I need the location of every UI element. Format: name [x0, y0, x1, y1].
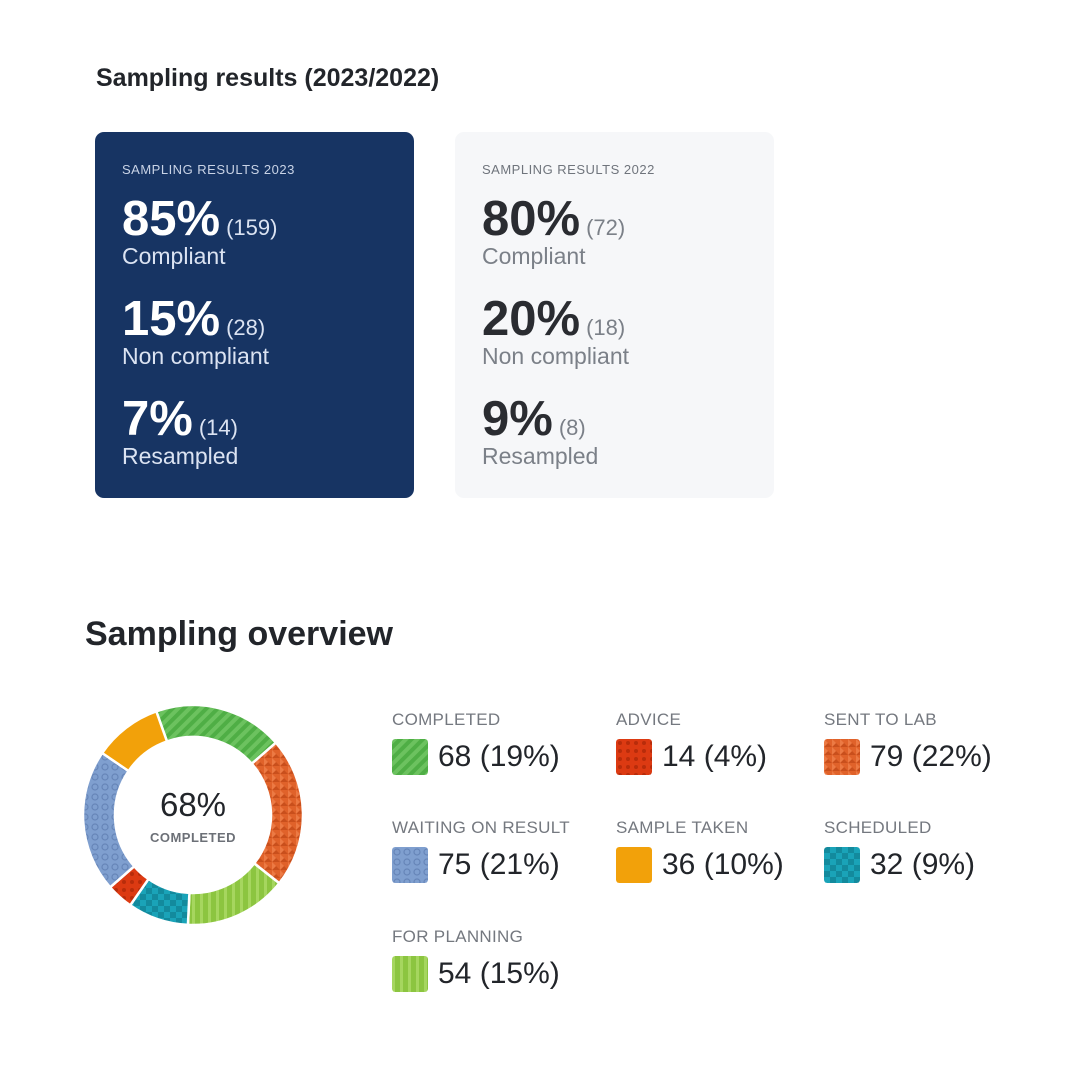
metric-label: Compliant: [122, 243, 226, 269]
advice-swatch-icon: [616, 739, 652, 775]
legend-value: 54 (15%): [438, 957, 560, 990]
sampling-results-title: Sampling results (2023/2022): [96, 64, 440, 92]
metric-label: Non compliant: [122, 343, 270, 369]
metric-percent: 7%: [122, 392, 193, 446]
overview-donut-chart: [81, 703, 305, 927]
metric-label: Compliant: [482, 243, 586, 269]
donut-slice-sent-to-lab: [250, 740, 305, 885]
waiting-on-result-swatch-icon: [392, 847, 428, 883]
scheduled-swatch-icon: [824, 847, 860, 883]
legend-item-waiting-on-result: WAITING ON RESULT 75 (21%): [392, 818, 570, 883]
metric-non-compliant: 20% (18) Non compliant: [482, 291, 747, 391]
metric-count: (28): [226, 315, 266, 340]
metric-count: (14): [198, 415, 238, 440]
metric-count: (159): [226, 215, 278, 240]
legend-value: 14 (4%): [662, 740, 768, 773]
metric-count: (18): [586, 315, 626, 340]
metric-resampled: 7% (14) Resampled: [122, 391, 387, 491]
card-caption: SAMPLING RESULTS 2022: [482, 162, 655, 177]
legend-label: SAMPLE TAKEN: [616, 818, 749, 837]
metric-percent: 15%: [122, 292, 221, 346]
metric-percent: 20%: [482, 292, 581, 346]
legend-value: 75 (21%): [438, 848, 560, 881]
legend-label: WAITING ON RESULT: [392, 818, 570, 837]
legend-label: COMPLETED: [392, 710, 501, 729]
for-planning-swatch-icon: [392, 956, 428, 992]
legend-label: FOR PLANNING: [392, 927, 524, 946]
results-card-2022: SAMPLING RESULTS 2022 80% (72) Compliant…: [455, 132, 774, 498]
results-card-2023: SAMPLING RESULTS 2023 85% (159) Complian…: [95, 132, 414, 498]
metric-resampled: 9% (8) Resampled: [482, 391, 747, 491]
legend-item-completed: COMPLETED 68 (19%): [392, 710, 560, 775]
legend-value: 32 (9%): [870, 848, 976, 881]
legend-item-sent-to-lab: SENT TO LAB 79 (22%): [824, 710, 992, 775]
legend-label: SENT TO LAB: [824, 710, 937, 729]
sampling-overview-title: Sampling overview: [85, 615, 393, 653]
legend-value: 79 (22%): [870, 740, 992, 773]
legend-item-advice: ADVICE 14 (4%): [616, 710, 767, 775]
donut-slice-sample-taken: [100, 709, 169, 773]
metric-label: Resampled: [122, 443, 239, 469]
metric-compliant: 80% (72) Compliant: [482, 191, 747, 291]
metric-compliant: 85% (159) Compliant: [122, 191, 387, 291]
metric-percent: 80%: [482, 192, 581, 246]
legend-value: 68 (19%): [438, 740, 560, 773]
metric-percent: 9%: [482, 392, 553, 446]
metric-non-compliant: 15% (28) Non compliant: [122, 291, 387, 391]
metric-label: Non compliant: [482, 343, 630, 369]
donut-slice-for-planning: [186, 861, 282, 927]
sample-taken-swatch-icon: [616, 847, 652, 883]
legend-value: 36 (10%): [662, 848, 784, 881]
metric-percent: 85%: [122, 192, 221, 246]
legend-item-for-planning: FOR PLANNING 54 (15%): [392, 927, 560, 992]
sent-to-lab-swatch-icon: [824, 739, 860, 775]
card-caption: SAMPLING RESULTS 2023: [122, 162, 295, 177]
legend-item-sample-taken: SAMPLE TAKEN 36 (10%): [616, 818, 784, 883]
legend-label: SCHEDULED: [824, 818, 932, 837]
legend-label: ADVICE: [616, 710, 682, 729]
completed-swatch-icon: [392, 739, 428, 775]
donut-slice-completed: [154, 703, 278, 766]
metric-count: (8): [558, 415, 586, 440]
legend-item-scheduled: SCHEDULED 32 (9%): [824, 818, 975, 883]
donut-slice-waiting-on-result: [81, 751, 136, 890]
metric-count: (72): [586, 215, 626, 240]
metric-label: Resampled: [482, 443, 599, 469]
